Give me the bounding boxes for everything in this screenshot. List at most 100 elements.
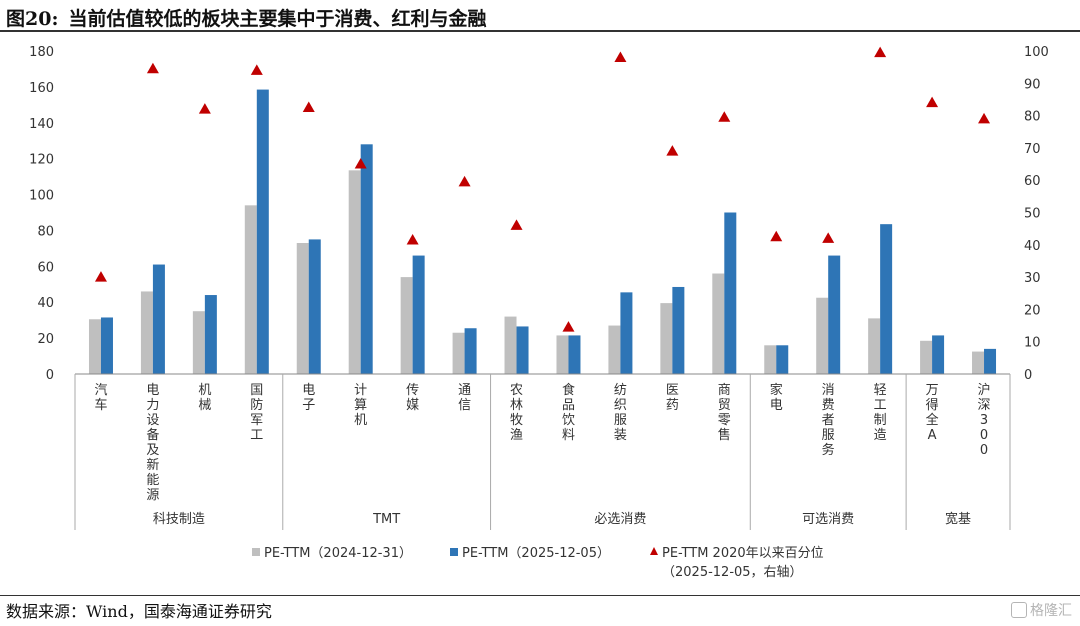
bar-pe-2025 (932, 335, 945, 374)
bar-pe-2025 (672, 286, 685, 374)
x-tick-label: 机 (354, 413, 367, 428)
bar-pe-2024 (140, 291, 153, 374)
x-tick-label: 3 (980, 413, 988, 428)
percentile-marker (302, 101, 315, 113)
x-tick-label: 品 (562, 398, 575, 413)
x-tick-label: 医 (666, 383, 679, 398)
bar-pe-2025 (412, 255, 425, 374)
footer-rule (0, 595, 1080, 596)
bar-pe-2025 (776, 345, 789, 374)
bar-pe-2024 (712, 273, 725, 374)
figure-number: 图20: (6, 8, 59, 30)
legend-label: （2025-12-05，右轴） (662, 565, 803, 580)
x-tick-label: 商 (718, 383, 731, 398)
y2-tick-label: 60 (1024, 174, 1041, 189)
bar-pe-2024 (764, 345, 777, 374)
bar-pe-2024 (972, 351, 985, 374)
y-tick-label: 140 (29, 117, 54, 132)
bar-pe-2025 (568, 335, 581, 374)
x-tick-label: 能 (146, 473, 159, 488)
bar-pe-2025 (204, 295, 217, 374)
bar-pe-2024 (504, 316, 517, 374)
x-tick-label: 汽 (94, 383, 107, 398)
x-tick-label: 制 (874, 413, 887, 428)
x-tick-label: 新 (146, 457, 159, 473)
y2-tick-label: 70 (1024, 142, 1041, 157)
x-tick-label: 消 (822, 383, 835, 398)
y-tick-label: 120 (29, 153, 54, 168)
legend-label: PE-TTM（2025-12-05） (462, 546, 610, 561)
x-tick-label: 务 (822, 442, 835, 458)
x-tick-label: 电 (302, 383, 315, 398)
bar-pe-2024 (660, 303, 673, 374)
bar-pe-2025 (828, 255, 841, 374)
x-tick-label: 传 (406, 383, 419, 398)
group-label: TMT (372, 512, 400, 527)
x-tick-label: 工 (250, 428, 263, 443)
percentile-marker (250, 64, 263, 75)
y-tick-label: 80 (37, 224, 54, 239)
percentile-marker (406, 233, 419, 245)
percentile-marker (94, 271, 107, 282)
group-label: 宽基 (945, 511, 971, 527)
watermark-text: 格隆汇 (1030, 603, 1072, 619)
percentile-marker (146, 62, 159, 74)
x-tick-label: 服 (822, 428, 835, 443)
figure-title: 图20: 当前估值较低的板块主要集中于消费、红利与金融 (6, 4, 486, 31)
y-tick-label: 60 (37, 260, 54, 275)
bar-pe-2024 (400, 277, 413, 374)
x-tick-label: 者 (822, 413, 835, 428)
x-tick-label: 贸 (718, 398, 731, 413)
x-tick-label: 料 (562, 428, 575, 443)
y-tick-label: 40 (37, 296, 54, 311)
x-tick-label: 0 (980, 443, 988, 458)
title-rule (0, 30, 1080, 32)
x-tick-label: 军 (250, 413, 263, 428)
x-tick-label: 源 (146, 488, 159, 503)
x-tick-label: 通 (458, 383, 471, 398)
x-tick-label: 工 (874, 398, 887, 413)
bar-pe-2024 (452, 332, 465, 374)
x-tick-label: 织 (614, 398, 627, 413)
bar-pe-2024 (920, 340, 933, 374)
bar-pe-2025 (880, 224, 893, 374)
bar-pe-2024 (88, 319, 101, 374)
x-tick-label: 国 (250, 383, 263, 398)
x-tick-label: A (928, 428, 937, 443)
x-tick-label: 计 (354, 383, 367, 398)
legend-label: PE-TTM（2024-12-31） (264, 546, 412, 561)
x-tick-label: 沪 (978, 382, 991, 398)
x-tick-label: 食 (562, 382, 575, 398)
group-label: 可选消费 (802, 512, 854, 527)
x-tick-label: 药 (666, 398, 679, 413)
x-tick-label: 饮 (562, 413, 575, 428)
y-tick-label: 0 (46, 368, 54, 383)
bar-pe-2024 (816, 297, 829, 374)
y-tick-label: 20 (37, 332, 54, 347)
percentile-marker (562, 321, 575, 332)
legend-swatch (252, 548, 260, 556)
y-tick-label: 100 (29, 189, 54, 204)
y-tick-label: 160 (29, 81, 54, 96)
group-label: 必选消费 (594, 512, 646, 527)
source-note: 数据来源：Wind，国泰海通证券研究 (6, 602, 272, 621)
watermark: 格隆汇 (1011, 600, 1072, 620)
bar-pe-2025 (152, 264, 165, 374)
y2-tick-label: 50 (1024, 207, 1041, 222)
bar-pe-2024 (244, 205, 257, 374)
x-tick-label: 信 (458, 398, 471, 413)
x-tick-label: 0 (980, 428, 988, 443)
x-tick-label: 渔 (510, 428, 523, 443)
x-tick-label: 媒 (406, 398, 419, 413)
percentile-marker (926, 96, 939, 108)
percentile-marker (198, 103, 211, 114)
x-tick-label: 机 (198, 383, 211, 398)
figure-title-text: 当前估值较低的板块主要集中于消费、红利与金融 (68, 8, 487, 30)
x-tick-label: 力 (146, 398, 159, 413)
x-tick-label: 牧 (510, 413, 523, 428)
percentile-marker (978, 112, 991, 124)
x-tick-label: 及 (146, 443, 159, 458)
bar-pe-2025 (464, 328, 477, 374)
y2-tick-label: 20 (1024, 303, 1041, 318)
x-tick-label: 车 (94, 397, 107, 413)
